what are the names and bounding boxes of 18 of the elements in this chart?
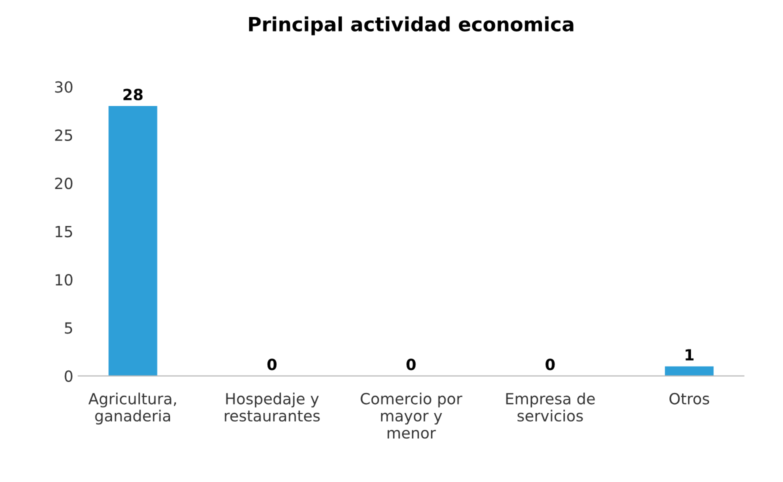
chart-title: Principal actividad economica <box>249 16 574 36</box>
x-tick-label: Comercio por mayor y menor <box>360 392 462 439</box>
data-label: 0 <box>546 358 555 370</box>
x-tick-label: Empresa de servicios <box>506 392 595 422</box>
data-label: 1 <box>686 349 694 360</box>
x-tick-label: Hospedaje y restaurantes <box>224 392 320 422</box>
x-tick-label: Otros <box>669 392 710 404</box>
y-tick-label: 30 <box>55 81 72 93</box>
data-label: 28 <box>123 88 143 100</box>
y-tick-label: 20 <box>55 178 72 190</box>
y-tick-label: 0 <box>64 370 72 382</box>
y-tick-label: 10 <box>56 274 72 286</box>
y-tick-label: 25 <box>55 129 72 141</box>
data-label: 0 <box>406 358 416 370</box>
y-tick-label: 15 <box>56 226 72 238</box>
x-tick-label: Agricultura, ganaderia <box>88 392 176 425</box>
data-label: 0 <box>267 358 277 370</box>
y-tick-label: 5 <box>64 322 72 334</box>
